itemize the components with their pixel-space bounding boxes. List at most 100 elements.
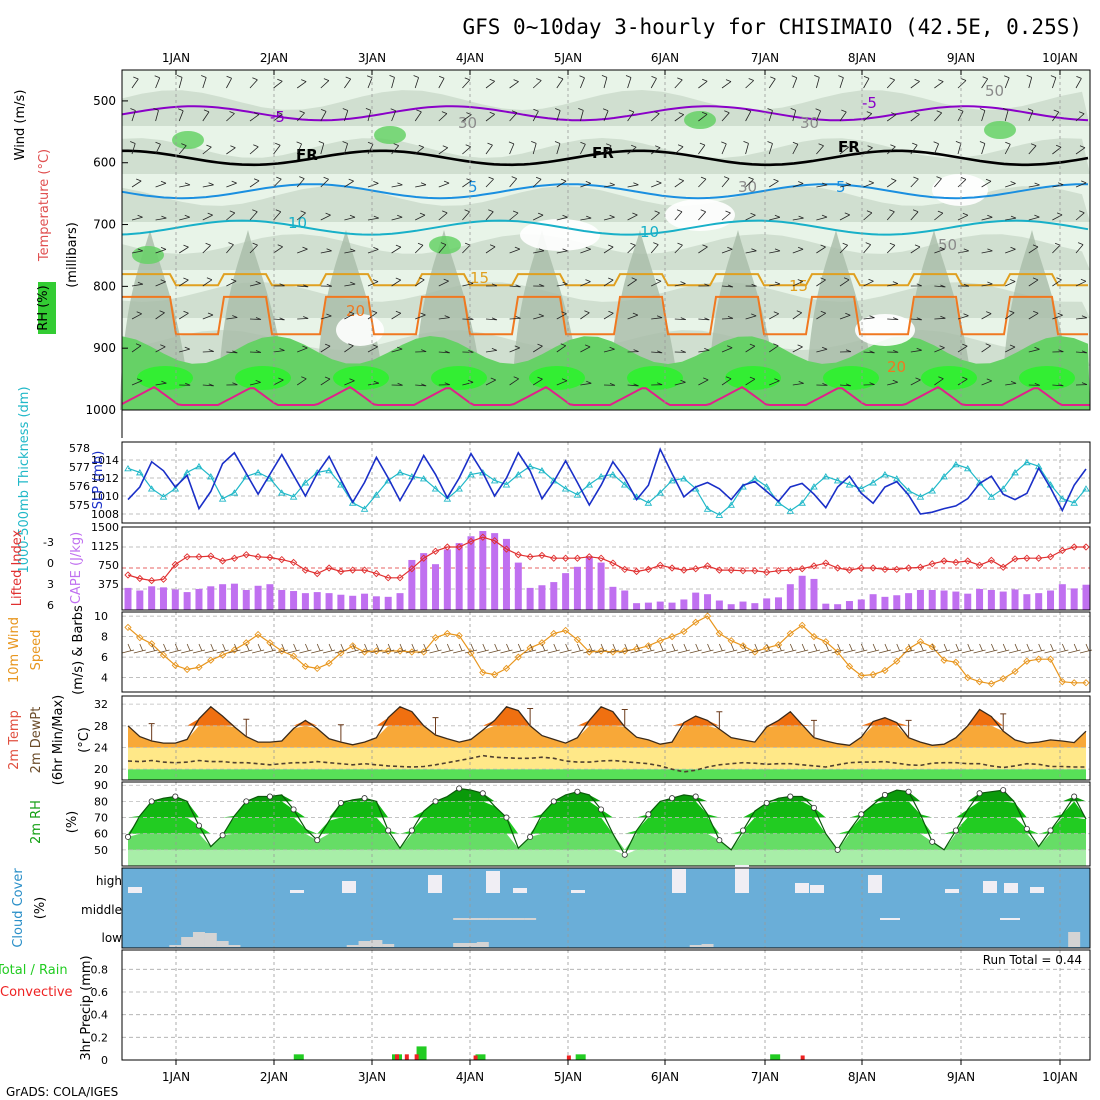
wind-barb [1028,383,1040,386]
wind-speed-marker [396,647,404,655]
wind-barb [155,279,166,287]
wind-barb [816,310,827,320]
wind-barb [768,76,776,89]
wind-barb [934,79,944,89]
wind-barb [815,108,821,122]
wind-barb [249,317,262,320]
wind-barb [179,182,191,188]
wind-barb [1028,277,1039,287]
cloud-low-bar [169,945,182,947]
cape-bar [361,593,369,610]
wind-barb [769,378,780,386]
surface-barb [512,643,525,654]
wind-speed-marker [455,631,463,640]
slp-tick-label: 1012 [91,472,119,485]
wind-barb [320,283,332,287]
cape-bar [1011,589,1019,610]
thickness-marker [774,499,783,506]
wind-speed-marker [774,641,783,649]
bottom-axis-day-label: 9JAN [947,1070,975,1084]
contour-label: 30 [738,178,757,196]
rh-dry-gap [520,219,600,251]
surface-barb [594,643,608,654]
li-marker [171,560,179,569]
thickness-marker [124,464,132,472]
wind-barb [249,281,261,287]
wind-barb [226,242,234,254]
wind-barb [627,182,639,188]
wind-barb [603,244,614,254]
li-marker [668,564,676,572]
rh2m-marker [1047,827,1054,834]
surface-barb [855,643,868,654]
wind-barb [816,143,824,155]
wind-barb [650,242,659,254]
surface-barb [216,643,229,654]
wind-speed-marker [964,674,972,682]
rh2m-marker [976,790,983,797]
wind-barb [910,244,921,254]
top-axis-day-label: 4JAN [456,51,484,65]
wind-barb [580,215,592,221]
ylabel-total-rain: Total / Rain [0,963,68,978]
contour-label: -5 [270,108,285,126]
cloud-high-bar [342,881,356,893]
wind-barb [580,279,591,287]
wind-barb [768,343,779,353]
wind-barb [627,383,639,387]
rh2m-marker [148,798,155,805]
wind-barb [886,209,895,221]
li-marker [242,551,250,559]
wind-barb [651,278,662,287]
wind-barb [863,76,870,89]
surface-barb [654,643,667,654]
wind-barb [839,312,851,320]
bottom-axis-day-label: 10JAN [1042,1070,1078,1084]
wind-barb [178,108,184,122]
thickness-marker [147,485,156,492]
surface-barb [311,643,324,654]
wind-barb [179,382,191,386]
wind-barb [602,108,609,122]
surface-barb [689,643,702,654]
rh2m-marker [929,838,936,845]
surface-barb [121,643,135,654]
li-marker [538,551,546,560]
ylabel-2m-rh: 2m RH [29,800,44,844]
wind-barb [509,210,519,221]
surface-barb [559,643,572,654]
wind-speed-marker [692,618,700,626]
wind-barb [580,380,592,386]
li-marker [207,552,215,560]
cloud-high-bar [571,890,585,893]
cloud-high-bar [290,890,304,893]
wind-barb [415,349,427,353]
cape-bar [455,543,463,610]
wind-barb [509,316,521,320]
wind-barb [627,212,638,221]
wind-barb [651,315,663,320]
thickness-tick-label: 577 [69,461,90,474]
ylabel-wind: Wind (m/s) [13,90,28,161]
top-axis-day-label: 5JAN [554,51,582,65]
cape-bar [751,603,759,610]
li-marker [136,574,144,583]
wind-barb [344,178,354,188]
thickness-marker [703,505,712,512]
li-marker [857,564,865,572]
thickness-marker [526,462,534,470]
surface-barb [133,643,146,654]
surface-barb [393,643,407,654]
wind-barb [179,214,190,221]
contour-label: 15 [789,277,808,295]
wind-speed-marker [443,629,451,638]
wind-barb [886,77,895,89]
rh2m-marker [408,827,415,834]
wind-barb [555,108,561,122]
wind-barb [887,281,899,287]
wind-barb [792,381,804,386]
surface-barb [1032,643,1045,654]
wind-barb [201,75,207,89]
wind-barb [273,244,283,254]
wind-barb [601,75,608,89]
